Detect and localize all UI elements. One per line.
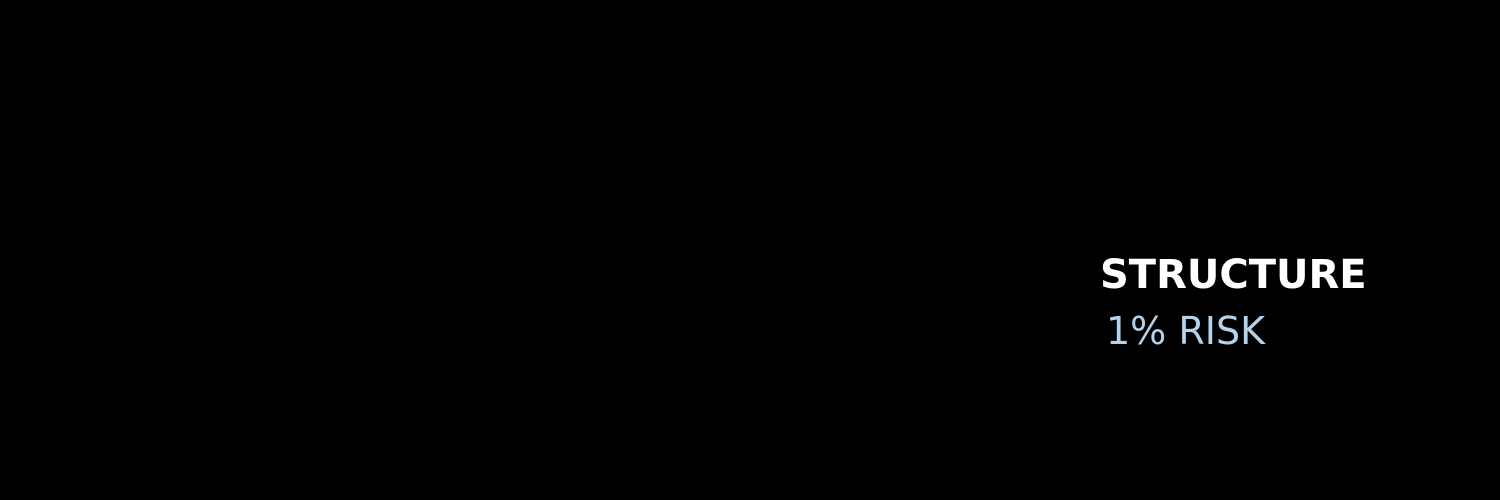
headline: STRUCTURE (1100, 252, 1367, 298)
subline: 1% RISK (1106, 309, 1266, 353)
